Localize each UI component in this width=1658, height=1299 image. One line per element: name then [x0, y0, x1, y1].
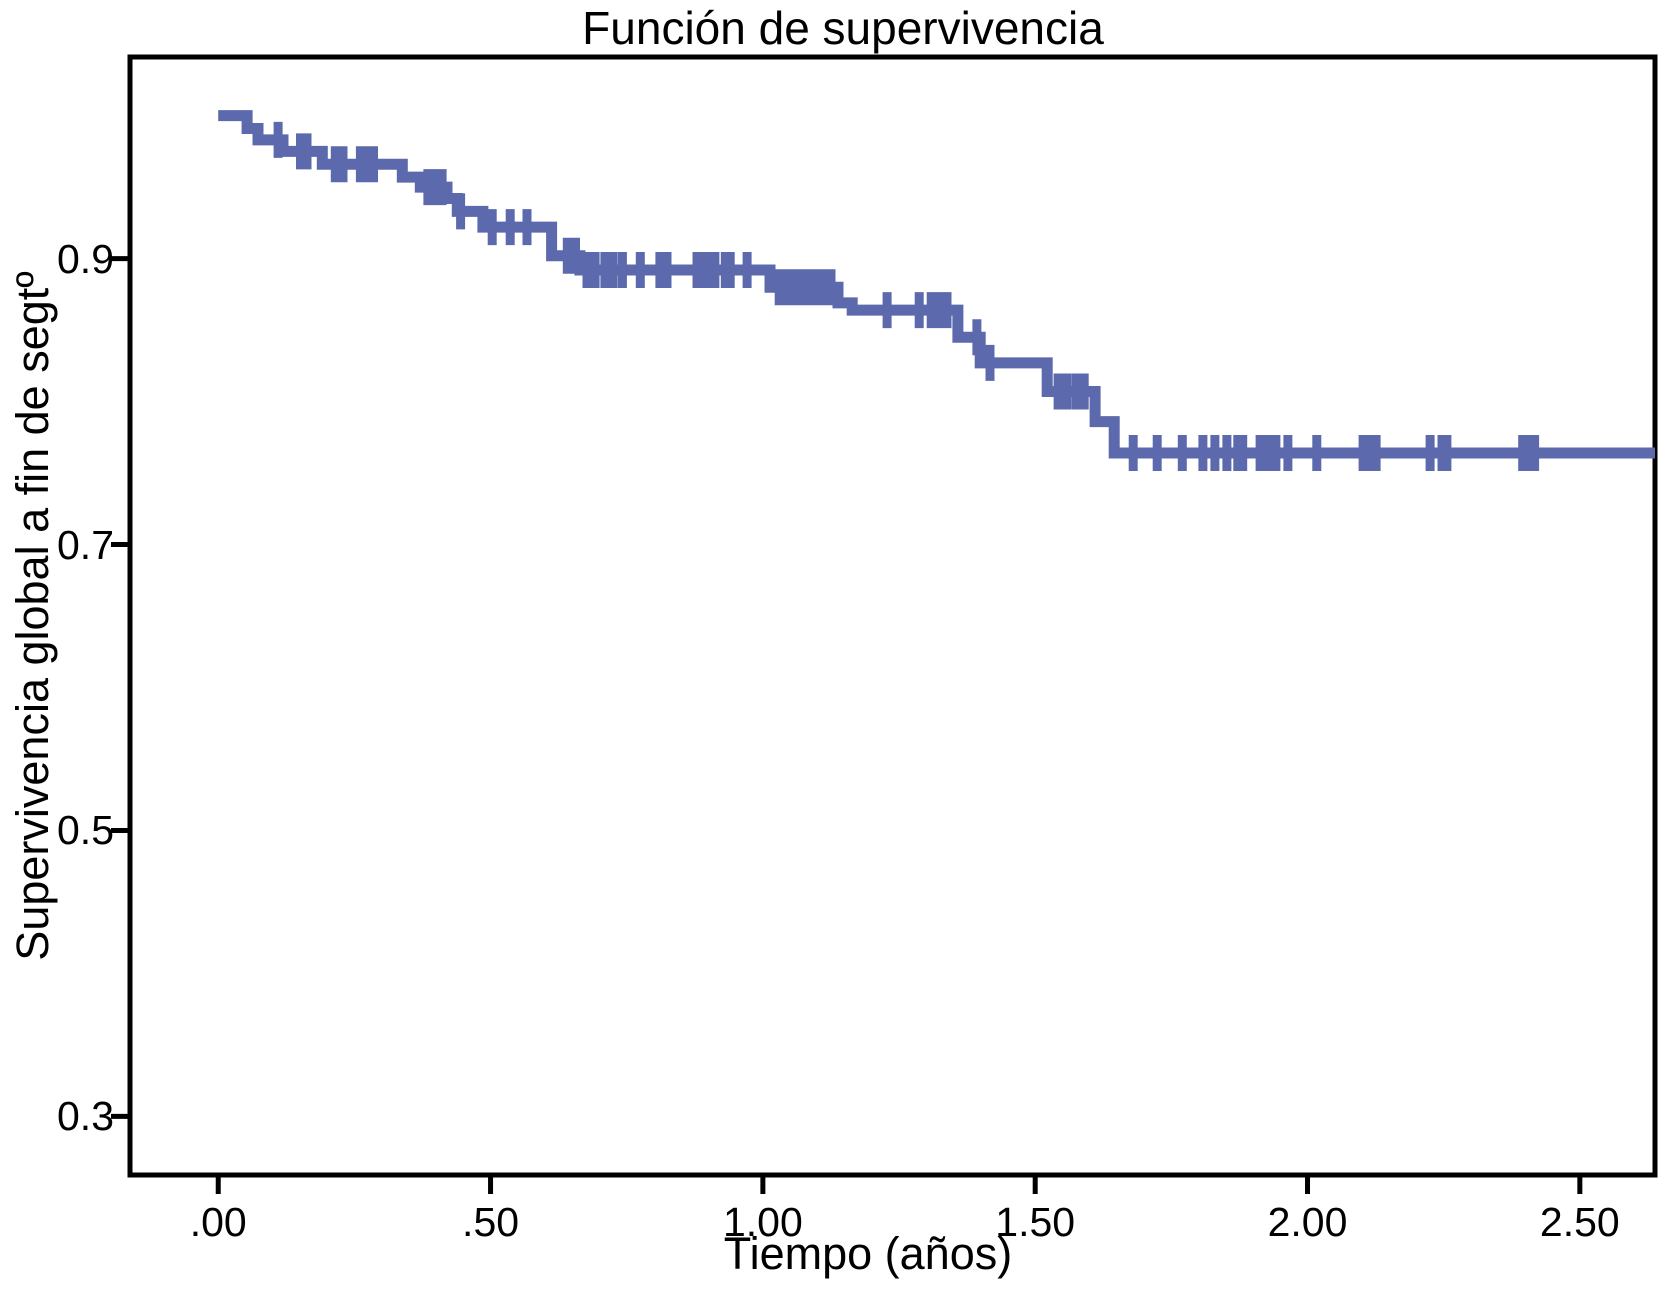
x-tick-label: .50 [462, 1199, 520, 1245]
censor-marks [273, 121, 1540, 471]
y-tick-label: 0.7 [57, 521, 114, 568]
x-tick-label: .00 [189, 1199, 247, 1245]
x-tick-label: 1.50 [995, 1199, 1076, 1245]
x-tick-label: 2.50 [1539, 1199, 1620, 1245]
x-axis-label: Tiempo (años) [723, 1228, 1013, 1279]
y-tick-label: 0.5 [57, 807, 114, 854]
plot-frame [127, 54, 1658, 1178]
y-tick-label: 0.3 [57, 1093, 114, 1140]
chart-title: Función de supervivencia [582, 2, 1104, 54]
y-tick-label: 0.9 [57, 235, 114, 282]
x-tick-label: 1.00 [722, 1199, 803, 1245]
y-axis-label: Supervivencia global a fin de segtº [7, 271, 58, 961]
km-step-curve [218, 110, 1655, 459]
x-tick-label: 2.00 [1267, 1199, 1348, 1245]
